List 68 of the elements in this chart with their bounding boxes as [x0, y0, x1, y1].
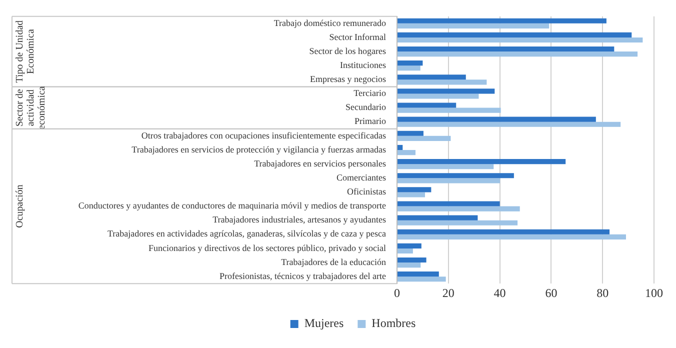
bar: [398, 187, 432, 192]
y-tick-label: Trabajadores industriales, artesanos y ayudantes: [212, 214, 386, 225]
bar: [398, 178, 500, 184]
x-tick-label: 40: [494, 286, 506, 300]
y-tick-label: Secundario: [346, 102, 386, 112]
x-tick-label: 0: [394, 286, 400, 300]
y-tick-label: Trabajo doméstico remunerado: [274, 18, 386, 28]
bar: [398, 276, 446, 282]
y-tick-label: Sector de los hogares: [309, 46, 386, 56]
y-tick-label: Comerciantes: [336, 172, 386, 182]
x-tick-label: 20: [442, 286, 454, 300]
bar: [398, 74, 466, 80]
bar: [398, 248, 413, 254]
bar: [398, 164, 494, 170]
x-tick-label: 100: [645, 286, 663, 300]
bar: [398, 52, 638, 57]
bar: [398, 206, 520, 212]
x-tick-label: 80: [596, 286, 609, 300]
bar: [398, 108, 501, 113]
bar: [398, 60, 423, 66]
bar: [398, 94, 479, 99]
bar: [398, 229, 610, 234]
bar: [398, 130, 424, 136]
bar: [398, 80, 487, 85]
bar: [398, 173, 514, 178]
bar: [398, 66, 420, 71]
y-tick-label: Trabajadores en actividades agrícolas, ganaderas, silvícolas y de caza y pesca: [107, 228, 386, 239]
y-tick-label: Instituciones: [340, 60, 386, 70]
y-tick-label: Trabajadores en servicios de protección y vigilancia y fuerzas armadas: [132, 144, 386, 154]
bar: [398, 23, 550, 28]
y-tick-label: Empresas y negocios: [310, 74, 386, 84]
bar: [398, 102, 456, 108]
bar: [398, 257, 426, 263]
bar: [398, 136, 451, 141]
text: Sector de actividad económica: [14, 86, 48, 130]
bar: [398, 243, 422, 248]
bar: [398, 37, 643, 43]
legend-label: Mujeres: [304, 316, 344, 330]
y-tick-label: Primario: [354, 116, 386, 126]
y-tick-label: Trabajadores en servicios personales: [254, 158, 386, 168]
bar: [398, 215, 478, 220]
text: Tipo de Unidad Económica: [14, 20, 37, 83]
y-tick-label: Sector Informal: [329, 32, 386, 42]
text: Ocupación: [14, 184, 26, 228]
bar: [398, 88, 495, 94]
bar: [398, 116, 596, 122]
legend-label: Hombres: [372, 316, 416, 330]
bar: [398, 201, 500, 206]
y-tick-label: Funcionarios y directivos de los sectores público, privado y social: [148, 242, 386, 253]
x-tick-label: 60: [545, 286, 558, 300]
bar: [398, 192, 426, 198]
bar: [398, 234, 626, 240]
bar: [398, 32, 632, 38]
y-tick-label: Oficinistas: [347, 186, 386, 197]
y-tick-label: Profesionistas, técnicos y trabajadores del arte: [220, 270, 386, 281]
y-tick-label: Terciario: [354, 88, 386, 98]
y-tick-label: Trabajadores de la educación: [281, 256, 386, 267]
bar: [398, 272, 439, 277]
bar: [398, 262, 421, 268]
bar: [398, 18, 606, 24]
bar: [398, 46, 614, 52]
bar: [398, 122, 621, 127]
bar: [398, 144, 403, 150]
bar: [398, 159, 566, 164]
bar: [398, 220, 518, 226]
y-tick-label: Otros trabajadores con ocupaciones insuficientemente especificadas: [141, 130, 386, 140]
bar: [398, 150, 416, 156]
y-tick-label: Conductores y ayudantes de conductores de maquinaria móvil y medios de transporte: [78, 200, 386, 211]
